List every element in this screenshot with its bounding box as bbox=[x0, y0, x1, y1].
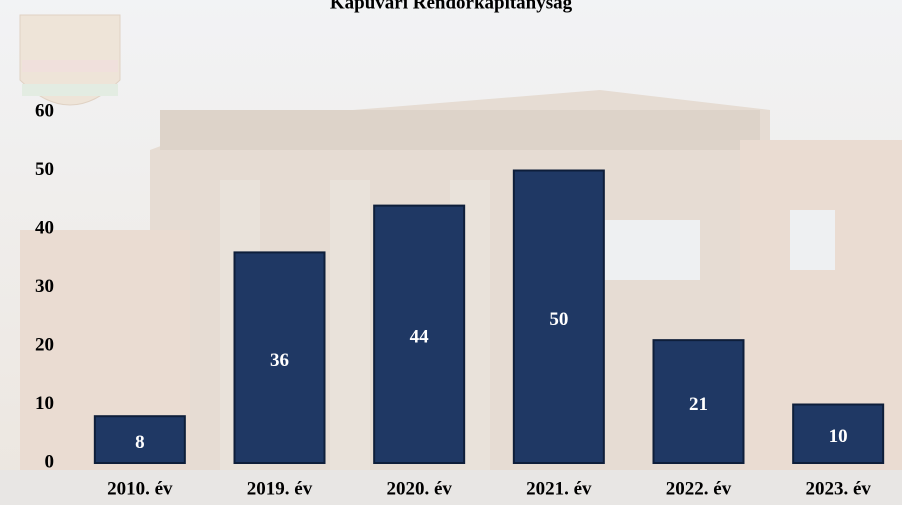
y-tick-label: 0 bbox=[45, 451, 55, 472]
bar bbox=[233, 251, 326, 464]
x-tick-label: 2023. év bbox=[805, 478, 871, 499]
value-label: 21 bbox=[689, 394, 708, 415]
value-label: 50 bbox=[549, 309, 568, 330]
x-tick-label: 2020. év bbox=[386, 478, 452, 499]
x-tick-label: 2021. év bbox=[526, 478, 592, 499]
bar bbox=[512, 169, 605, 464]
x-tick-label: 2019. év bbox=[247, 478, 313, 499]
y-tick-label: 40 bbox=[35, 217, 54, 238]
y-tick-label: 60 bbox=[35, 100, 54, 121]
value-label: 44 bbox=[410, 327, 430, 348]
value-label: 10 bbox=[829, 426, 848, 447]
bar bbox=[652, 339, 745, 464]
y-tick-label: 20 bbox=[35, 334, 54, 355]
x-tick-label: 2010. év bbox=[107, 478, 173, 499]
bar bbox=[93, 415, 186, 465]
y-tick-label: 50 bbox=[35, 159, 54, 180]
chart-title: Kapuvári Rendőrkapitányság bbox=[330, 0, 573, 13]
bar bbox=[373, 204, 466, 464]
y-tick-label: 10 bbox=[35, 393, 54, 414]
x-tick-label: 2022. év bbox=[666, 478, 732, 499]
value-label: 8 bbox=[135, 432, 145, 453]
y-tick-label: 30 bbox=[35, 276, 54, 297]
value-label: 36 bbox=[270, 350, 289, 371]
bar bbox=[792, 403, 885, 464]
